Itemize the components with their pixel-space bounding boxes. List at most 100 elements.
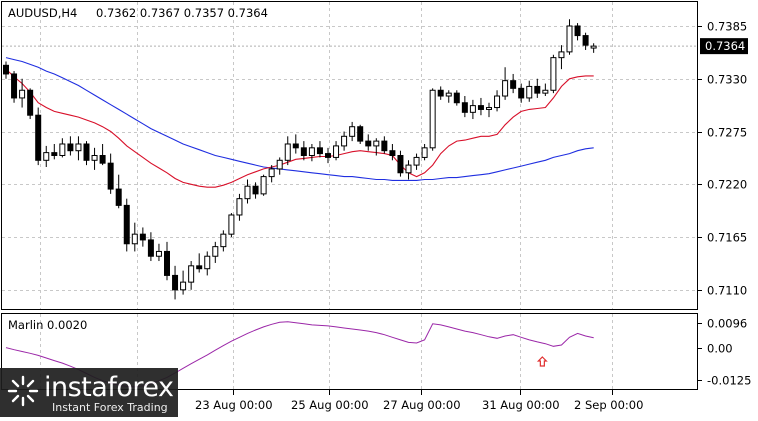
candle — [445, 90, 452, 103]
ohlc-values: 0.7362 0.7367 0.7357 0.7364 — [96, 6, 268, 20]
candle — [268, 165, 275, 183]
candle-body-bull — [421, 147, 428, 158]
candle-body-bull — [542, 89, 549, 94]
candle-body-bear — [357, 126, 364, 142]
price-tick-label: 0.7330 — [707, 73, 747, 87]
candle-body-bear — [453, 92, 460, 104]
chart-symbol-header: AUDUSD,H4 — [8, 6, 77, 20]
candle — [188, 261, 195, 290]
candle — [373, 138, 380, 156]
candle-body-bull — [19, 89, 26, 99]
candle-body-bear — [27, 89, 34, 116]
candle-body-bear — [3, 64, 9, 75]
candle-body-bull — [486, 107, 492, 110]
candle-body-bull — [204, 255, 211, 270]
candle-body-bull — [333, 145, 340, 158]
candle — [3, 61, 9, 79]
candle-body-bear — [196, 265, 203, 270]
candle — [558, 45, 565, 70]
candle — [99, 143, 106, 166]
candle — [59, 138, 66, 158]
candle-body-bear — [534, 85, 541, 94]
candle-body-bull — [494, 95, 501, 109]
candle-body-bull — [220, 233, 227, 248]
candle — [477, 97, 484, 116]
candle-body-bull — [212, 246, 219, 257]
candle-body-bear — [325, 153, 331, 158]
time-tick-label: 27 Aug 00:00 — [383, 398, 461, 412]
candle-body-bear — [67, 143, 74, 152]
candle — [107, 153, 114, 194]
candle-body-bear — [574, 25, 581, 37]
candle — [260, 174, 267, 196]
candle — [341, 131, 348, 151]
candle-body-bear — [582, 35, 589, 46]
time-tick-label: 25 Aug 00:00 — [291, 398, 369, 412]
candle — [204, 251, 211, 276]
candle — [542, 83, 549, 97]
time-tick-label: 23 Aug 00:00 — [195, 398, 273, 412]
candle — [308, 143, 315, 162]
candle — [244, 179, 251, 204]
candle-body-bull — [276, 159, 283, 170]
candle — [220, 230, 227, 252]
candle — [35, 107, 42, 166]
candle-body-bull — [469, 105, 476, 113]
candle — [139, 227, 146, 247]
candle — [236, 193, 243, 221]
candle — [526, 80, 533, 102]
candle-body-bear — [300, 147, 307, 156]
candle-body-bear — [107, 162, 114, 190]
main-plot-frame — [1, 1, 698, 310]
candle — [574, 23, 581, 41]
candle-body-bull — [131, 233, 138, 245]
indicator-label: Marlin 0.0020 — [8, 318, 87, 332]
candle — [405, 160, 412, 180]
candle-body-bull — [429, 89, 436, 149]
candle-body-bull — [502, 80, 509, 97]
candle-body-bear — [292, 143, 299, 149]
sma-line — [5, 57, 594, 181]
candle-body-bear — [461, 102, 468, 113]
candle-body-bear — [397, 155, 404, 174]
candle-body-bear — [51, 152, 58, 156]
candle-body-bull — [405, 164, 412, 174]
candle — [365, 134, 372, 151]
candle-body-bull — [268, 168, 275, 178]
candle — [172, 265, 179, 300]
osc-tick-label: 0.00 — [707, 342, 733, 356]
candle — [510, 73, 517, 94]
price-tick-label: 0.7275 — [707, 126, 747, 140]
price-tick-label: 0.7385 — [707, 20, 747, 34]
candle — [486, 102, 492, 118]
candle — [534, 78, 541, 98]
candle-body-bear — [164, 250, 170, 276]
candle — [180, 270, 187, 295]
candle-body-bear — [83, 143, 90, 161]
indicator-plot-frame — [1, 313, 698, 390]
candle-body-bear — [35, 114, 42, 161]
candle-body-bear — [389, 150, 396, 156]
candle — [349, 121, 356, 142]
candle — [566, 19, 573, 55]
candle-body-bull — [43, 152, 50, 161]
candle — [67, 136, 74, 156]
candle-body-bull — [413, 156, 420, 166]
candle-body-bear — [518, 87, 525, 99]
candle-body-bear — [11, 73, 18, 99]
candle-body-bull — [75, 143, 82, 152]
candle-body-bear — [252, 185, 259, 195]
candle-body-bull — [349, 126, 356, 137]
candle-body-bear — [115, 188, 122, 206]
candle-body-bear — [147, 239, 154, 257]
time-tick-label: 31 Aug 00:00 — [482, 398, 560, 412]
candle-body-bull — [188, 265, 195, 283]
candle-body-bull — [558, 51, 565, 59]
instaforex-logo-icon — [7, 375, 39, 407]
candle — [292, 134, 299, 154]
candle — [469, 99, 476, 120]
candle — [582, 32, 589, 50]
candle — [461, 96, 468, 118]
candle — [325, 147, 331, 164]
